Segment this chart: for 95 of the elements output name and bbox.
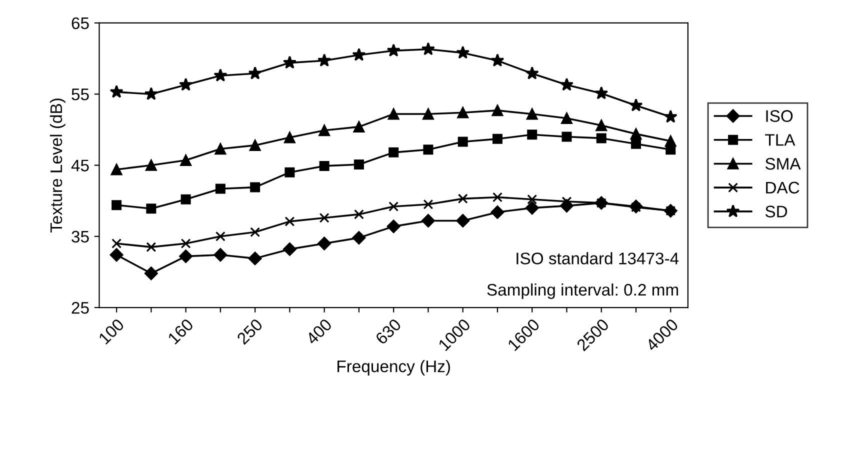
point: [458, 136, 468, 147]
point: [144, 266, 158, 280]
point: [560, 78, 574, 91]
point: [318, 54, 332, 67]
point: [282, 242, 296, 256]
point: [422, 108, 434, 120]
point: [352, 231, 366, 245]
point: [214, 68, 228, 82]
legend-label: SD: [765, 206, 788, 218]
annotation: Sampling interval: 0.2 mm: [487, 283, 678, 299]
point: [352, 48, 366, 61]
point: [180, 154, 192, 166]
annotation: ISO standard 13473-4: [516, 252, 679, 264]
point: [215, 184, 226, 194]
point: [457, 106, 469, 118]
point: [319, 212, 330, 223]
y-tick-label: 45: [71, 160, 89, 172]
point: [596, 133, 606, 144]
point: [110, 164, 122, 176]
legend-label: SMA: [765, 158, 801, 170]
point: [456, 46, 470, 59]
point: [423, 199, 434, 210]
point: [144, 87, 158, 100]
point: [318, 236, 332, 250]
point: [180, 194, 191, 204]
point: [458, 194, 468, 204]
point: [319, 160, 330, 171]
point: [179, 250, 193, 264]
point: [456, 214, 470, 228]
y-tick-label: 35: [72, 230, 89, 243]
point: [388, 202, 399, 212]
point: [596, 120, 608, 132]
point: [492, 192, 502, 202]
legend-label: ISO: [766, 110, 793, 122]
point: [423, 144, 434, 155]
point: [112, 238, 122, 248]
point: [492, 134, 502, 144]
point: [492, 104, 504, 116]
point: [214, 143, 226, 155]
point: [527, 194, 538, 204]
point: [179, 78, 193, 91]
point: [282, 56, 296, 69]
point: [421, 214, 435, 228]
y-tick-label: 65: [72, 17, 89, 30]
point: [145, 160, 157, 171]
point: [525, 66, 539, 80]
point: [630, 138, 641, 149]
point: [284, 167, 295, 178]
point: [388, 147, 399, 158]
point: [354, 209, 364, 220]
point: [490, 54, 504, 67]
point: [526, 108, 538, 120]
point: [214, 248, 228, 262]
point: [561, 112, 572, 124]
point: [527, 130, 538, 140]
point: [490, 205, 504, 219]
point: [249, 140, 261, 152]
point: [215, 231, 226, 242]
x-axis-title: Frequency (Hz): [338, 360, 450, 376]
x-tick-label: 160: [167, 318, 194, 345]
x-tick-label: 250: [236, 318, 264, 345]
point: [562, 132, 572, 142]
point: [284, 132, 296, 144]
y-axis-title: Texture Level (dB): [50, 98, 66, 232]
point: [629, 98, 643, 112]
point: [525, 201, 539, 215]
point: [386, 220, 400, 234]
point: [594, 86, 608, 100]
point: [250, 227, 260, 238]
point: [386, 44, 400, 57]
point: [388, 108, 400, 120]
point: [630, 128, 642, 140]
point: [250, 182, 260, 192]
point: [112, 200, 122, 210]
x-tick-label: 630: [374, 318, 402, 345]
legend-label: DAC: [766, 182, 800, 194]
point: [146, 242, 156, 252]
y-tick-label: 25: [72, 302, 89, 314]
point: [421, 42, 435, 56]
point: [284, 216, 295, 226]
point: [664, 135, 676, 147]
point: [248, 66, 262, 80]
point: [353, 121, 365, 133]
y-tick-label: 55: [72, 88, 89, 100]
point: [110, 248, 124, 262]
point: [664, 110, 678, 123]
x-tick-label: 100: [98, 318, 125, 345]
point: [248, 252, 262, 266]
x-tick-label: 400: [305, 318, 333, 346]
legend-label: TLA: [765, 134, 796, 146]
point: [354, 160, 364, 170]
point: [146, 204, 156, 214]
point: [110, 84, 124, 98]
point: [318, 124, 330, 136]
point: [180, 238, 191, 248]
